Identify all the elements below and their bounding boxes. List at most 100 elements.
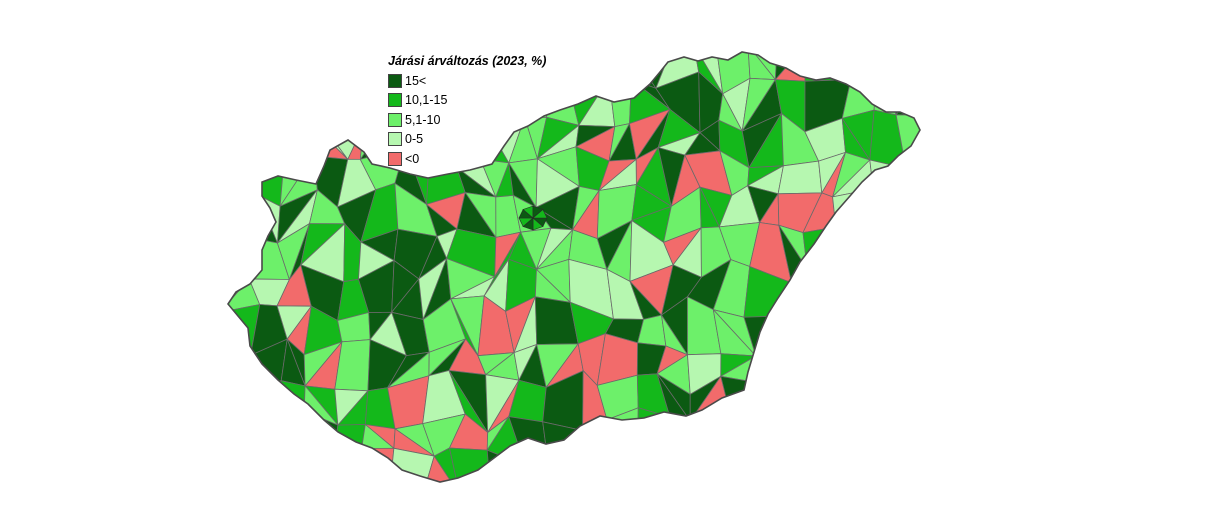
legend-swatch <box>388 112 402 127</box>
district-region <box>804 52 852 81</box>
district-layer <box>228 52 920 482</box>
district-region <box>287 81 311 133</box>
district-region <box>603 52 632 81</box>
district-region <box>670 453 701 482</box>
legend-label: 15< <box>405 73 427 88</box>
district-region <box>865 409 898 467</box>
district-region <box>228 125 259 151</box>
district-region <box>782 350 811 383</box>
district-region <box>330 52 373 96</box>
district-region <box>274 458 305 482</box>
district-region <box>865 387 904 420</box>
district-region <box>747 381 785 422</box>
district-region <box>809 411 851 461</box>
district-region <box>817 266 840 309</box>
legend-label: 0-5 <box>405 132 424 147</box>
district-region <box>273 410 305 469</box>
district-region <box>847 378 881 426</box>
district-region <box>728 416 749 462</box>
district-region <box>772 464 813 482</box>
district-region <box>689 416 732 463</box>
district-region <box>486 449 527 482</box>
district-region <box>524 463 549 482</box>
district-region <box>361 447 395 482</box>
district-region <box>539 459 577 482</box>
district-region <box>228 52 256 90</box>
district-region <box>892 52 920 78</box>
district-region <box>902 334 920 389</box>
district-region <box>330 76 373 127</box>
district-region <box>228 333 251 386</box>
district-region <box>836 333 882 380</box>
district-region <box>891 407 920 463</box>
district-region <box>338 448 365 482</box>
district-region <box>254 52 289 90</box>
district-region <box>600 449 639 482</box>
district-region <box>525 465 541 482</box>
district-region <box>833 226 876 269</box>
legend-label: <0 <box>405 151 420 166</box>
district-region <box>228 235 250 280</box>
district-region <box>894 243 920 274</box>
district-region <box>840 369 881 426</box>
district-region <box>866 224 895 274</box>
district-region <box>833 260 876 319</box>
district-region <box>836 334 881 379</box>
district-region <box>601 458 632 482</box>
district-region <box>327 75 365 134</box>
district-region <box>834 52 877 72</box>
district-region <box>800 300 840 353</box>
district-region <box>836 300 875 351</box>
district-region <box>755 354 786 384</box>
district-region <box>228 378 254 433</box>
district-region <box>891 52 920 78</box>
district-region <box>741 446 774 482</box>
district-region <box>891 387 920 420</box>
district-region <box>239 380 282 434</box>
district-region <box>865 409 897 462</box>
district-region <box>282 52 307 96</box>
district-region <box>565 52 610 89</box>
country-outline <box>227 51 921 483</box>
district-region <box>895 70 920 116</box>
district-region <box>254 80 290 133</box>
district-region <box>782 306 819 352</box>
legend-item-0-5: 0-5 <box>388 130 546 150</box>
legend-swatch <box>388 151 402 166</box>
district-region <box>893 460 920 482</box>
district-region <box>228 186 259 243</box>
district-region <box>228 419 254 451</box>
district-region <box>867 52 905 78</box>
district-region <box>298 448 341 482</box>
district-region <box>334 448 363 482</box>
legend-swatch <box>388 132 402 147</box>
district-region <box>874 259 908 319</box>
district-region <box>239 52 284 91</box>
district-region <box>720 375 761 422</box>
district-region <box>228 449 259 482</box>
district-region <box>771 411 812 471</box>
district-region <box>334 424 366 450</box>
district-region <box>691 460 730 482</box>
legend-label: 10,1-15 <box>405 93 448 108</box>
district-region <box>772 464 814 482</box>
district-region <box>249 454 280 482</box>
district-region <box>228 144 259 188</box>
district-region <box>448 447 492 482</box>
legend-swatch <box>388 73 402 88</box>
district-region <box>834 224 876 262</box>
district-region <box>582 419 608 460</box>
district-region <box>864 460 898 482</box>
district-region <box>809 373 849 426</box>
legend-label: 5,1-10 <box>405 112 441 127</box>
district-region <box>871 313 909 359</box>
district-region <box>806 267 835 309</box>
district-region <box>905 166 920 193</box>
district-region <box>284 120 314 157</box>
district-region <box>330 52 367 78</box>
legend-item-15-plus: 15< <box>388 71 546 91</box>
district-region <box>747 52 777 81</box>
district-region <box>865 378 904 411</box>
